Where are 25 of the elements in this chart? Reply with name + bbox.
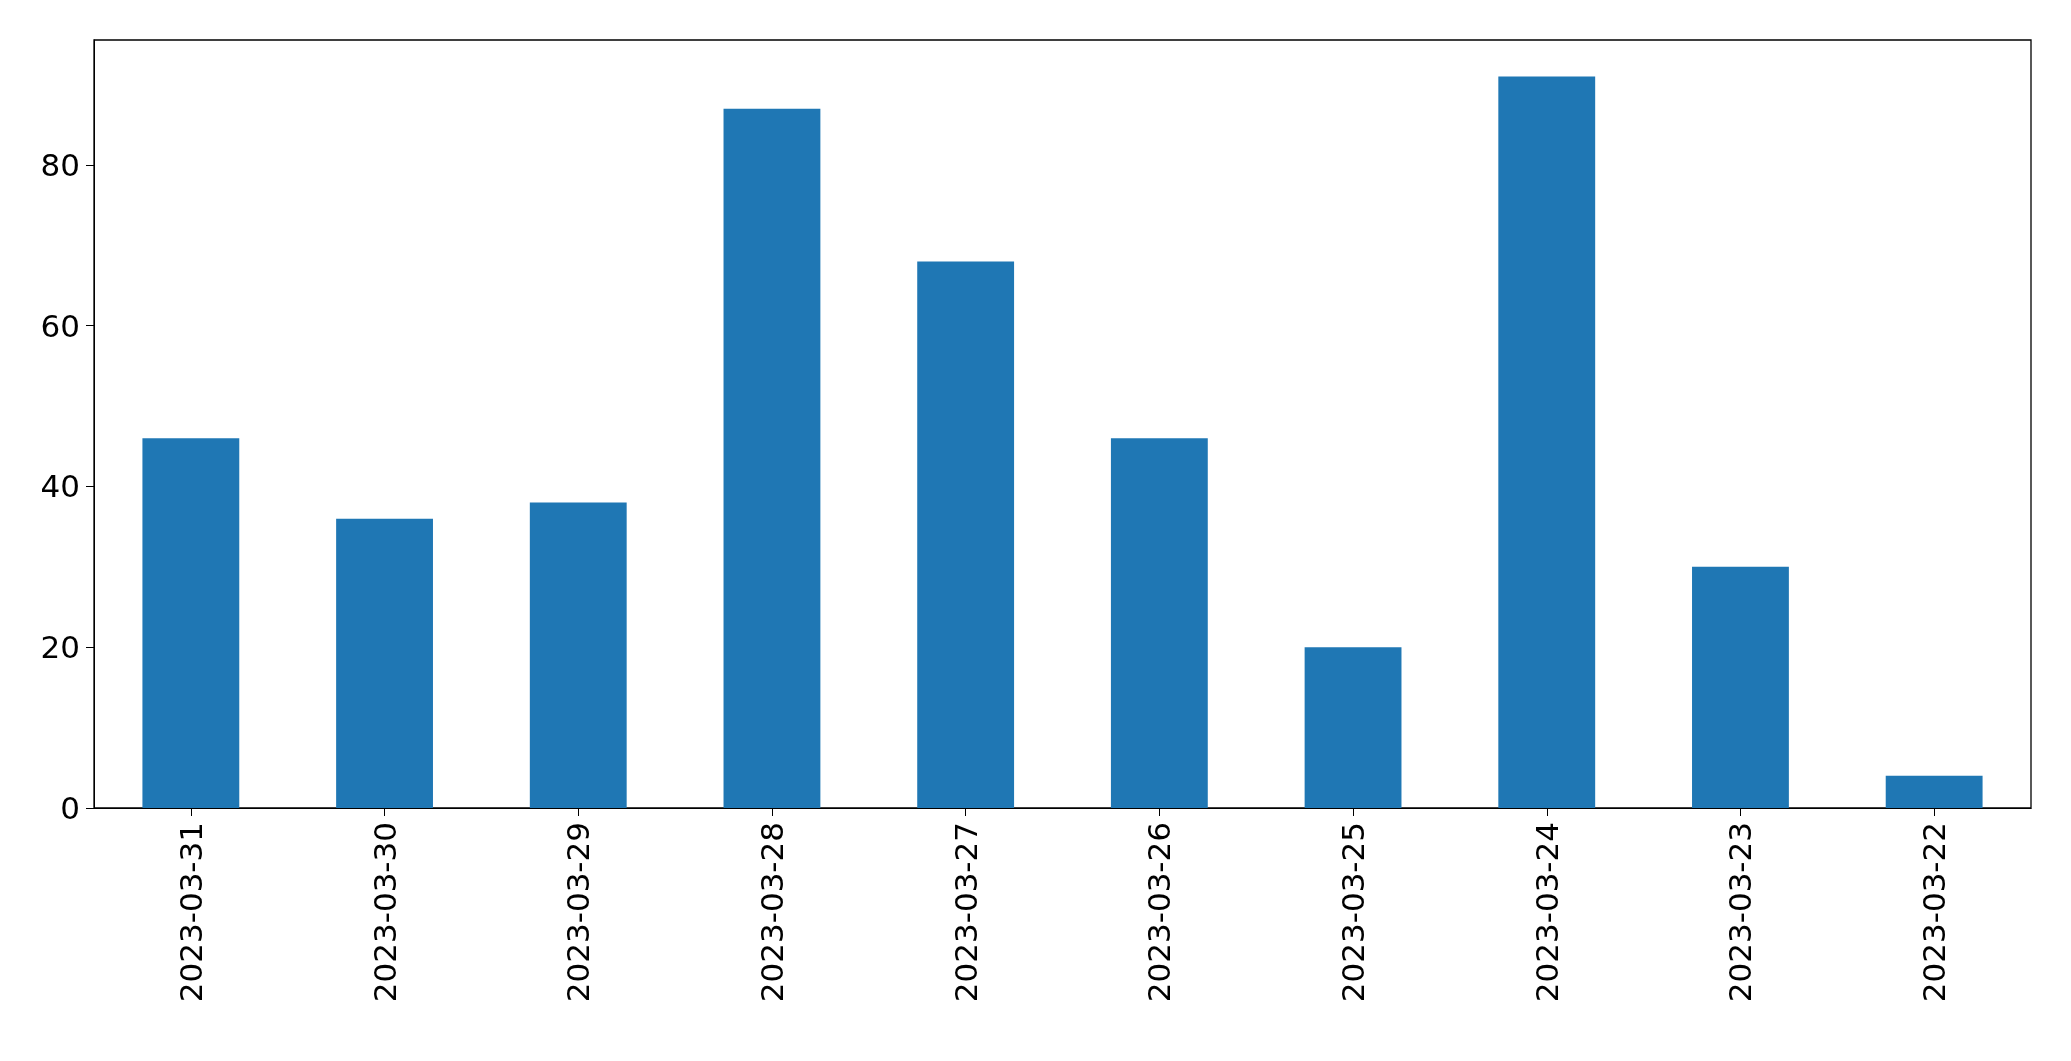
y-tick-label: 80 xyxy=(40,146,80,183)
bar xyxy=(1110,438,1208,808)
y-tick-label: 20 xyxy=(40,629,80,666)
y-tick-label: 60 xyxy=(40,307,80,344)
x-tick-label: 2023-03-30 xyxy=(366,822,403,1003)
bar xyxy=(1498,76,1596,808)
bar xyxy=(723,108,821,808)
x-tick-label: 2023-03-29 xyxy=(560,822,597,1003)
y-tick-label: 0 xyxy=(60,790,80,826)
x-tick-label: 2023-03-22 xyxy=(1916,822,1953,1003)
x-tick-label: 2023-03-24 xyxy=(1528,822,1565,1003)
x-tick-label: 2023-03-26 xyxy=(1141,822,1178,1003)
bar xyxy=(1304,647,1402,808)
bar xyxy=(142,438,240,808)
y-tick-label: 40 xyxy=(40,468,80,505)
x-tick-label: 2023-03-27 xyxy=(947,822,984,1003)
x-tick-label: 2023-03-23 xyxy=(1722,822,1759,1003)
bar xyxy=(1692,566,1789,808)
bar xyxy=(917,261,1015,808)
x-tick-label: 2023-03-28 xyxy=(753,822,790,1003)
x-tick-label: 2023-03-31 xyxy=(172,822,209,1003)
bar xyxy=(529,502,627,808)
bar xyxy=(1885,775,1983,808)
bar xyxy=(336,518,433,808)
x-tick-label: 2023-03-25 xyxy=(1335,822,1372,1003)
